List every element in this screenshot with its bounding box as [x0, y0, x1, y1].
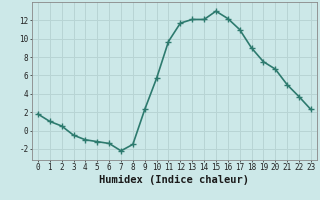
- X-axis label: Humidex (Indice chaleur): Humidex (Indice chaleur): [100, 175, 249, 185]
